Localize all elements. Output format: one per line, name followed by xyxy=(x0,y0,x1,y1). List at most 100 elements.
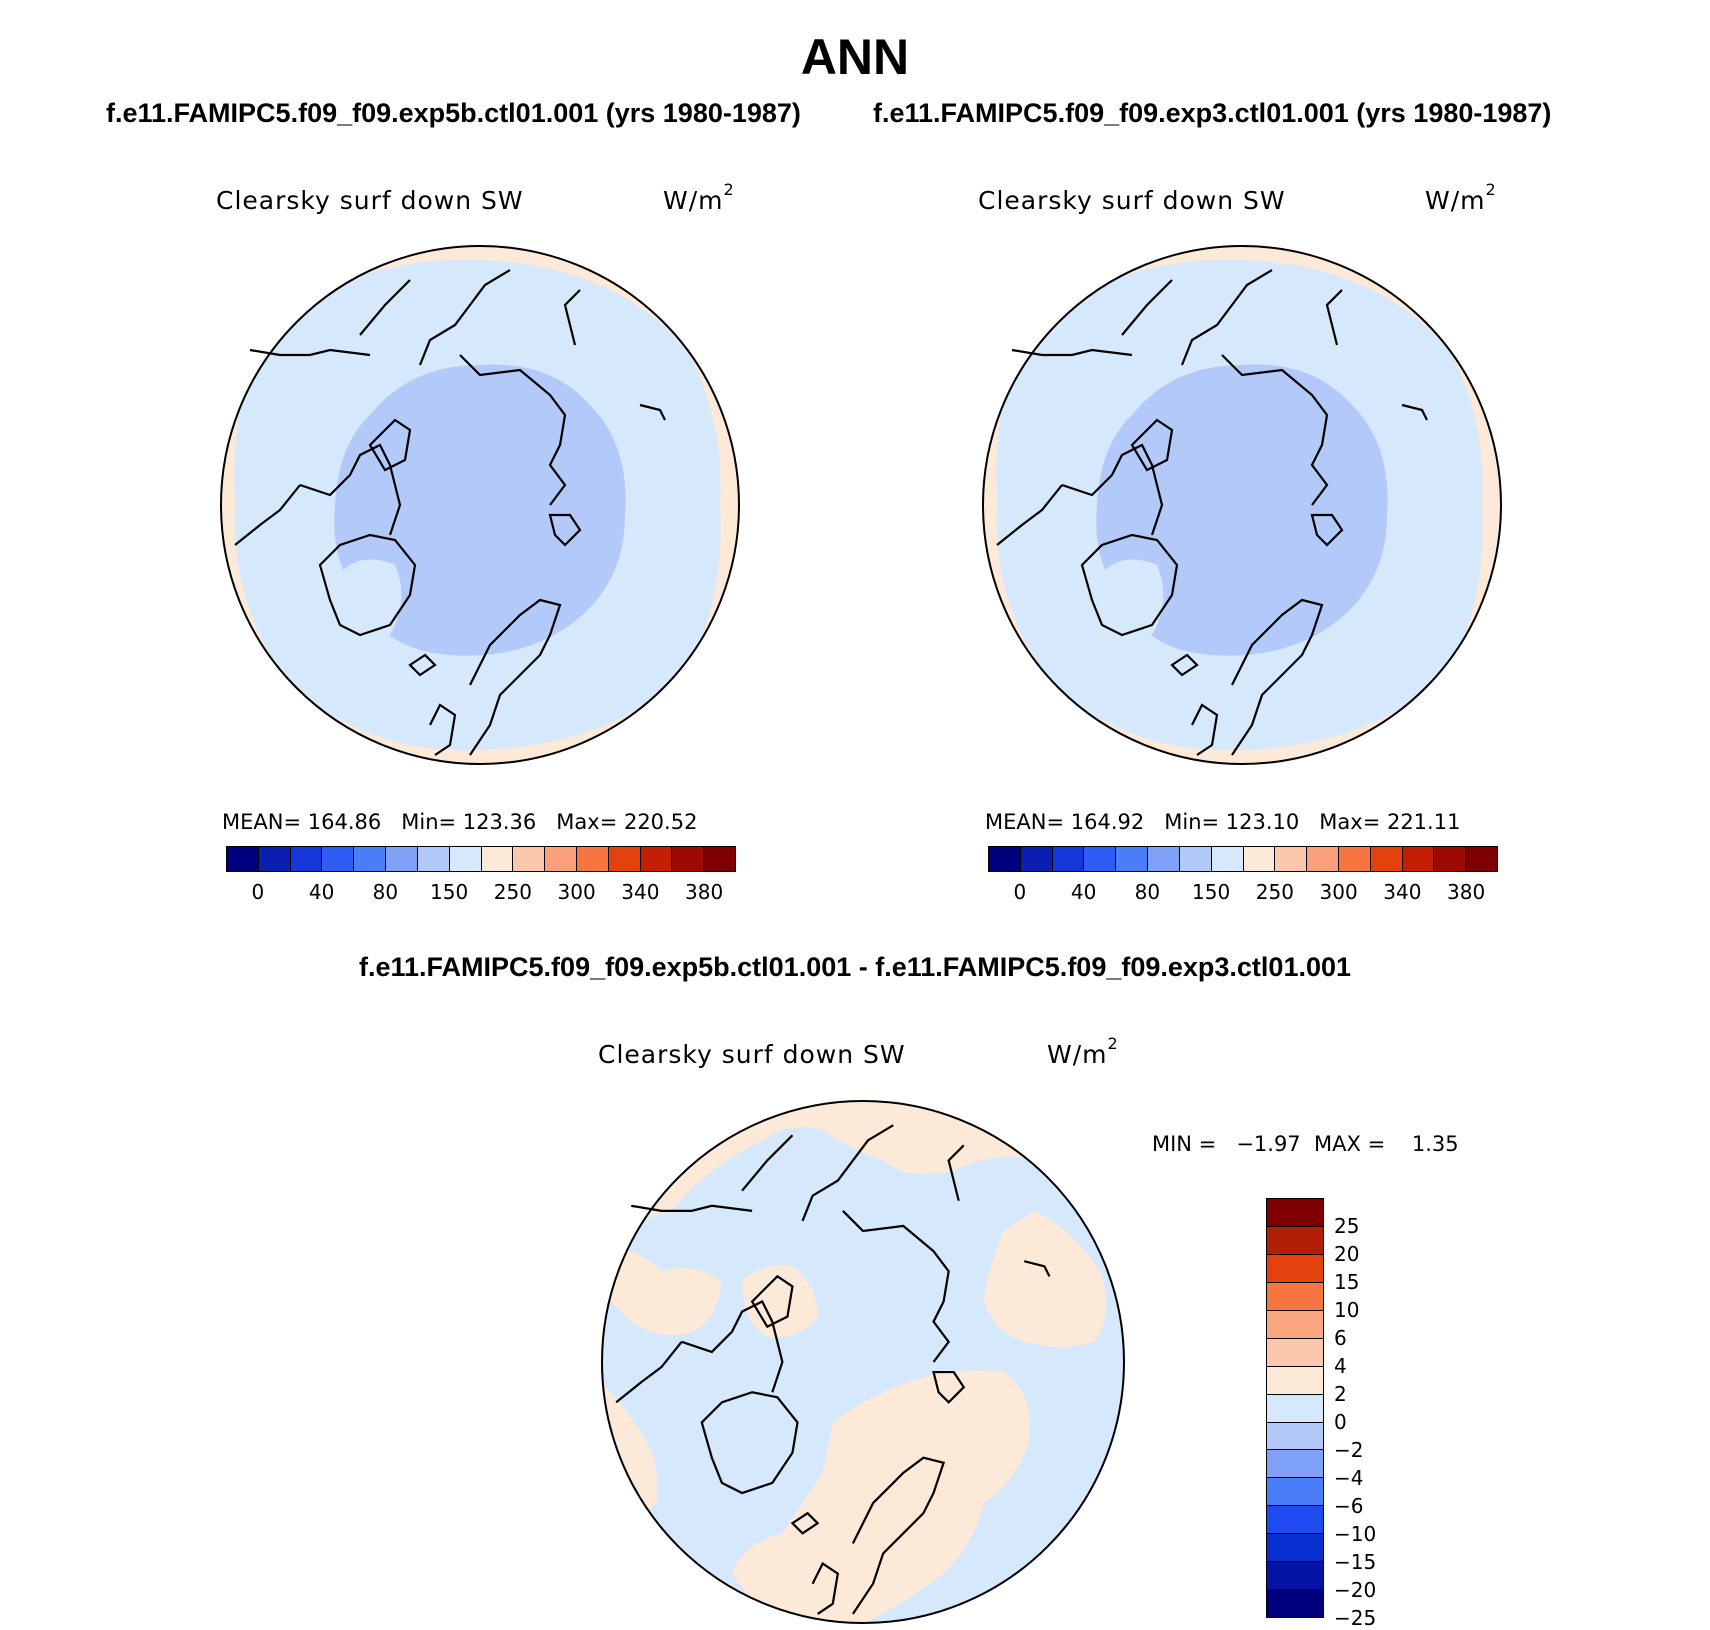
colorbar-swatch xyxy=(1267,1534,1323,1563)
right-case-title: f.e11.FAMIPC5.f09_f09.exp3.ctl01.001 (yr… xyxy=(873,98,1552,128)
colorbar-swatch xyxy=(1267,1506,1323,1535)
colorbar-swatch xyxy=(608,847,641,871)
colorbar-tick-label: 250 xyxy=(1255,880,1294,904)
colorbar-swatch xyxy=(1267,1310,1323,1339)
colorbar-tick-label: 300 xyxy=(557,880,596,904)
colorbar-swatch xyxy=(1084,847,1117,871)
left-polar-map xyxy=(220,245,740,765)
colorbar-swatch xyxy=(1267,1590,1323,1618)
greenland-region xyxy=(1100,559,1164,638)
colorbar-tick-label: −20 xyxy=(1334,1578,1377,1602)
colorbar-swatch xyxy=(1267,1394,1323,1423)
colorbar-swatch xyxy=(576,847,609,871)
colorbar-swatch xyxy=(449,847,482,871)
diff-stats: MIN = −1.97 MAX = 1.35 xyxy=(1152,1132,1459,1156)
left-variable-label: Clearsky surf down SW xyxy=(216,186,524,215)
colorbar-swatch xyxy=(1434,847,1467,871)
left-colorbar xyxy=(226,846,736,872)
colorbar-tick-label: 340 xyxy=(1383,880,1422,904)
colorbar-swatch xyxy=(545,847,577,871)
colorbar-swatch xyxy=(1267,1338,1323,1367)
colorbar-tick-label: 0 xyxy=(251,880,265,904)
colorbar-tick-label: 20 xyxy=(1334,1242,1360,1266)
colorbar-swatch xyxy=(640,847,673,871)
colorbar-swatch xyxy=(1267,1478,1323,1507)
coastlines xyxy=(615,1124,1051,1615)
figure-title: ANN xyxy=(800,29,910,85)
colorbar-swatch xyxy=(1211,847,1244,871)
colorbar-swatch xyxy=(672,847,705,871)
left-units-label: W/m2 xyxy=(663,180,735,215)
map-inner-region xyxy=(1096,364,1388,656)
colorbar-tick-label: 15 xyxy=(1334,1270,1360,1294)
colorbar-tick-label: −15 xyxy=(1334,1550,1377,1574)
positive-region-arctic xyxy=(742,1265,818,1338)
colorbar-swatch xyxy=(513,847,546,871)
colorbar-tick-label: 380 xyxy=(685,880,724,904)
colorbar-tick-label: 300 xyxy=(1319,880,1358,904)
colorbar-tick-label: 380 xyxy=(1447,880,1486,904)
right-polar-map xyxy=(982,245,1502,765)
colorbar-swatch xyxy=(386,847,418,871)
colorbar-tick-label: 6 xyxy=(1334,1326,1347,1350)
colorbar-tick-label: 0 xyxy=(1334,1410,1347,1434)
colorbar-swatch xyxy=(1402,847,1435,871)
colorbar-tick-label: 250 xyxy=(493,880,532,904)
colorbar-swatch xyxy=(290,847,323,871)
colorbar-swatch xyxy=(1116,847,1149,871)
colorbar-swatch xyxy=(322,847,355,871)
colorbar-tick-label: 40 xyxy=(308,880,335,904)
colorbar-tick-label: −6 xyxy=(1334,1494,1364,1518)
colorbar-swatch xyxy=(704,847,735,871)
colorbar-tick-label: 10 xyxy=(1334,1298,1360,1322)
colorbar-swatch xyxy=(1267,1226,1323,1255)
colorbar-swatch xyxy=(1307,847,1339,871)
diff-colorbar xyxy=(1266,1198,1324,1618)
diff-colorbar-labels: 25 20 15 10 6 4 2 0 −2 −4 −6 −10 −15 −20 −25 xyxy=(1334,1198,1404,1630)
diff-variable-label: Clearsky surf down SW xyxy=(598,1040,906,1069)
left-case-title: f.e11.FAMIPC5.f09_f09.exp5b.ctl01.001 (y… xyxy=(106,98,801,128)
colorbar-swatch xyxy=(1267,1450,1323,1479)
colorbar-swatch xyxy=(1243,847,1276,871)
colorbar-swatch xyxy=(1020,847,1053,871)
positive-region-west xyxy=(601,1241,722,1336)
colorbar-tick-label: −25 xyxy=(1334,1606,1377,1630)
positive-region-eurasia xyxy=(732,1370,1030,1624)
right-colorbar-labels: 0 40 80 150 250 300 340 380 xyxy=(988,880,1498,906)
colorbar-tick-label: 40 xyxy=(1070,880,1097,904)
colorbar-swatch xyxy=(258,847,291,871)
right-stats: MEAN= 164.92 Min= 123.10 Max= 221.11 xyxy=(985,810,1461,834)
greenland-region xyxy=(338,559,402,638)
colorbar-tick-label: 340 xyxy=(621,880,660,904)
colorbar-swatch xyxy=(1267,1282,1323,1311)
colorbar-swatch xyxy=(1267,1366,1323,1395)
colorbar-tick-label: 4 xyxy=(1334,1354,1347,1378)
colorbar-swatch xyxy=(1267,1199,1323,1227)
colorbar-tick-label: 150 xyxy=(430,880,469,904)
difference-title: f.e11.FAMIPC5.f09_f09.exp5b.ctl01.001 - … xyxy=(358,952,1352,982)
colorbar-tick-label: −4 xyxy=(1334,1466,1364,1490)
colorbar-swatch xyxy=(1267,1562,1323,1591)
colorbar-swatch xyxy=(227,847,259,871)
colorbar-swatch xyxy=(1179,847,1212,871)
colorbar-swatch xyxy=(1052,847,1085,871)
colorbar-swatch xyxy=(1267,1254,1323,1283)
left-colorbar-labels: 0 40 80 150 250 300 340 380 xyxy=(226,880,736,906)
positive-region-east xyxy=(983,1210,1107,1347)
right-units-label: W/m2 xyxy=(1425,180,1497,215)
right-variable-label: Clearsky surf down SW xyxy=(978,186,1286,215)
colorbar-swatch xyxy=(1267,1422,1323,1451)
colorbar-swatch xyxy=(481,847,514,871)
colorbar-tick-label: 80 xyxy=(1134,880,1161,904)
diff-units-label: W/m2 xyxy=(1047,1034,1119,1069)
colorbar-swatch xyxy=(1370,847,1403,871)
colorbar-tick-label: 0 xyxy=(1013,880,1027,904)
colorbar-swatch xyxy=(1275,847,1308,871)
colorbar-swatch xyxy=(1466,847,1497,871)
colorbar-swatch xyxy=(354,847,387,871)
colorbar-swatch xyxy=(1338,847,1371,871)
colorbar-swatch xyxy=(1148,847,1180,871)
difference-polar-map xyxy=(601,1100,1125,1624)
colorbar-tick-label: 2 xyxy=(1334,1382,1347,1406)
colorbar-tick-label: −2 xyxy=(1334,1438,1364,1462)
